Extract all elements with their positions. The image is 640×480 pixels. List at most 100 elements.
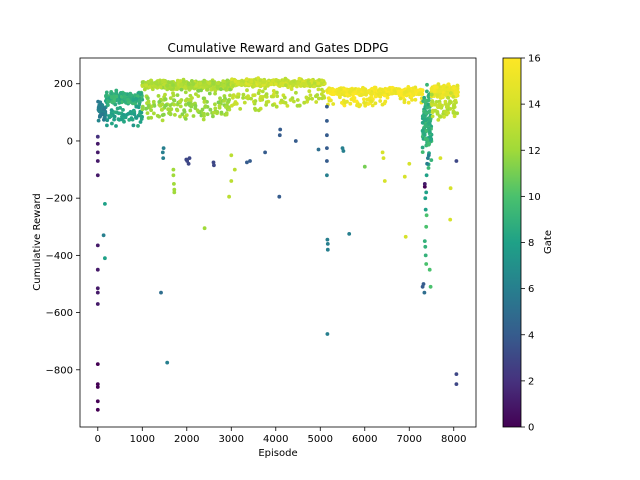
data-point — [373, 85, 378, 90]
x-tick-label: 5000 — [308, 434, 333, 445]
data-point — [112, 117, 116, 122]
data-point — [179, 87, 184, 92]
data-point — [448, 99, 452, 104]
data-point — [253, 99, 258, 103]
data-point — [325, 159, 329, 163]
data-point — [172, 182, 176, 186]
data-point — [426, 153, 431, 158]
data-point — [138, 109, 143, 114]
data-point — [131, 123, 136, 128]
plot-frame — [79, 57, 477, 428]
data-point — [251, 93, 256, 98]
data-point — [446, 110, 451, 115]
x-tick-label: 1000 — [130, 434, 155, 445]
y-tick-label: −600 — [46, 308, 73, 319]
data-point — [103, 202, 107, 206]
data-point — [317, 96, 321, 101]
y-axis: −800 −600 −400 −200 0 200 — [46, 79, 80, 376]
data-point — [178, 99, 182, 104]
data-point — [422, 290, 427, 295]
data-point — [278, 127, 283, 132]
data-point — [367, 89, 371, 93]
data-point — [157, 114, 162, 119]
data-point — [171, 167, 176, 172]
data-point — [245, 160, 249, 165]
data-point — [451, 105, 456, 110]
data-point — [275, 94, 280, 99]
data-point — [304, 95, 309, 100]
data-point — [185, 159, 190, 163]
data-point — [215, 110, 220, 114]
data-point — [321, 89, 326, 94]
data-point — [95, 150, 100, 155]
data-point — [175, 108, 180, 113]
data-point — [427, 126, 431, 131]
data-point — [325, 332, 330, 336]
data-point — [369, 92, 374, 96]
data-point — [258, 78, 263, 83]
data-point — [420, 114, 425, 118]
data-point — [241, 92, 246, 97]
data-point — [109, 114, 113, 119]
data-point — [121, 108, 125, 112]
data-point — [442, 83, 446, 88]
data-point — [297, 76, 302, 81]
data-point — [175, 93, 180, 97]
data-point — [427, 110, 432, 114]
data-point — [425, 161, 429, 166]
data-point — [294, 90, 298, 95]
data-point — [275, 90, 279, 95]
data-point — [137, 99, 142, 104]
data-point — [382, 93, 387, 98]
data-point — [114, 124, 118, 128]
data-point — [126, 111, 131, 116]
data-point — [221, 79, 226, 83]
data-point — [150, 87, 155, 92]
data-point — [187, 86, 192, 91]
data-point — [373, 94, 378, 99]
data-point — [361, 88, 365, 92]
data-point — [116, 117, 121, 122]
data-point — [203, 105, 208, 109]
data-point — [172, 190, 177, 195]
x-tick-label: 3000 — [219, 434, 244, 445]
data-point — [96, 99, 100, 104]
data-point — [110, 121, 114, 126]
data-point — [202, 111, 206, 116]
data-point — [199, 88, 204, 93]
data-point — [171, 173, 176, 178]
data-point — [161, 112, 166, 117]
colorbar-tick-label: 16 — [528, 54, 541, 65]
data-point — [281, 100, 286, 105]
data-point — [109, 91, 113, 96]
data-point — [423, 253, 428, 258]
data-point — [454, 372, 459, 376]
data-point — [154, 80, 159, 85]
data-point — [380, 102, 385, 107]
data-point — [365, 97, 370, 102]
data-point — [218, 96, 222, 101]
data-point — [438, 89, 443, 94]
data-point — [452, 86, 456, 90]
data-point — [356, 89, 361, 93]
data-point — [172, 102, 177, 107]
data-point — [122, 94, 127, 99]
data-point — [256, 108, 261, 113]
data-point — [178, 104, 183, 109]
data-point — [102, 117, 106, 122]
data-point — [244, 95, 249, 100]
data-point — [420, 128, 425, 133]
data-point — [235, 81, 240, 86]
data-point — [422, 182, 427, 186]
data-point — [159, 290, 163, 295]
data-point — [277, 194, 282, 199]
data-point — [119, 91, 123, 95]
data-point — [366, 102, 371, 106]
data-point — [212, 163, 216, 168]
data-point — [142, 87, 147, 92]
data-point — [269, 82, 274, 87]
data-point — [359, 93, 364, 97]
data-point — [213, 102, 217, 107]
data-point — [332, 92, 337, 96]
data-point — [426, 94, 431, 99]
